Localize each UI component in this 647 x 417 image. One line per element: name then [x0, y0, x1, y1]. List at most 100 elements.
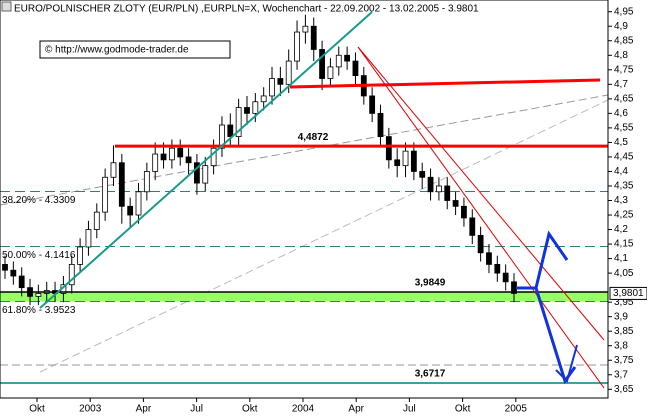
y-tick-label: 4,6	[614, 108, 628, 119]
candle-body	[377, 112, 384, 138]
candle-body	[118, 162, 125, 207]
trend-line	[0, 94, 609, 206]
candle-body	[302, 25, 309, 33]
y-tick-label: 4,4	[614, 166, 628, 177]
x-tick-label: 2003	[79, 404, 102, 415]
x-tick-label: 2005	[505, 404, 528, 415]
y-tick-label: 4,3	[614, 195, 628, 206]
x-tick-label: Apr	[348, 404, 364, 415]
candle-body	[344, 54, 351, 62]
candle-body	[494, 263, 501, 274]
candle-body	[110, 162, 117, 178]
candle-body	[410, 150, 417, 172]
y-tick-label: 3,75	[614, 355, 634, 366]
candle-body	[444, 185, 451, 201]
candle-body	[85, 229, 92, 248]
candle-body	[143, 171, 150, 193]
y-tick-label: 4,2	[614, 224, 628, 235]
y-tick-label: 3,65	[614, 384, 634, 395]
y-tick-label: 3,8	[614, 340, 628, 351]
candle-body	[461, 205, 467, 219]
y-tick-label: 4,25	[614, 210, 634, 221]
x-tick-label: Okt	[29, 404, 45, 415]
support-zone	[0, 292, 608, 302]
y-tick-label: 4,5	[614, 137, 628, 148]
candle-body	[219, 124, 225, 149]
candle-body	[436, 185, 442, 193]
fib-label: 50.00% - 4.1416	[2, 250, 76, 261]
projection-arrow	[534, 287, 577, 385]
x-tick-label: Jul	[190, 404, 203, 415]
candle-body	[168, 147, 175, 161]
candle-body	[427, 176, 434, 193]
candle-body	[385, 136, 392, 161]
y-tick-label: 4,05	[614, 268, 634, 279]
candle-body	[18, 275, 25, 289]
candle-body	[369, 95, 376, 114]
annotations-under: 38.20% - 4.3309 50.00% - 4.1416 61.80% - 3…	[0, 94, 609, 373]
x-tick-label: 2004	[292, 404, 315, 415]
candle-body	[327, 66, 334, 79]
candle-body	[469, 217, 476, 236]
candle-body	[477, 234, 484, 254]
copyright-box	[39, 40, 231, 59]
candle-body	[227, 124, 234, 138]
level-label: 3,9849	[415, 278, 446, 289]
trend-line	[39, 99, 609, 373]
y-tick-label: 4,1	[614, 253, 628, 264]
fib-label: 61.80% - 3.9523	[2, 305, 76, 316]
resistance-line	[289, 78, 601, 89]
y-tick-label: 3,85	[614, 326, 634, 337]
candle-body	[185, 156, 192, 164]
candle-body	[160, 153, 167, 161]
y-tick-label: 4,65	[614, 93, 634, 104]
candle-body	[35, 293, 42, 297]
y-tick-label: 3,95	[614, 297, 634, 308]
candle-body	[210, 147, 217, 167]
candle-body	[452, 200, 459, 207]
window-icon	[1, 1, 12, 12]
candle-body	[244, 107, 250, 114]
projection-arrow	[516, 230, 569, 290]
x-tick-label: Jul	[403, 404, 416, 415]
x-tick-label: Apr	[136, 404, 152, 415]
candle-body	[102, 176, 109, 213]
candle-body	[2, 263, 8, 271]
y-tick-label: 4,95	[614, 6, 634, 17]
last-price-label: 3,9801	[613, 288, 644, 299]
y-tick-label: 4,9	[614, 21, 628, 32]
candle-body	[93, 211, 100, 230]
candle-body	[135, 191, 142, 216]
y-tick-label: 4,15	[614, 239, 634, 250]
candle-body	[127, 205, 134, 216]
y-tick-label: 4,85	[614, 35, 634, 46]
projection-arrow	[555, 344, 578, 383]
candle-body	[294, 31, 300, 62]
x-tick-label: Okt	[455, 404, 471, 415]
candle-body	[68, 263, 75, 286]
x-tick-label: Okt	[242, 404, 258, 415]
y-tick-label: 3,7	[614, 369, 628, 380]
candle-body	[202, 165, 209, 184]
chart-title: EURO/POLNISCHER ZLOTY (EUR/PLN) ,EURPLN=…	[14, 4, 479, 15]
plot: 4,4872 3,9849 3,6717	[0, 14, 608, 384]
candle-body	[77, 246, 83, 265]
candle-body	[335, 54, 342, 68]
candle-body	[502, 272, 509, 283]
copyright: © http://www.godmode-trader.de	[45, 45, 189, 56]
trend-line	[39, 11, 373, 309]
y-tick-label: 4,7	[614, 79, 628, 90]
candle-body	[194, 162, 200, 184]
y-tick-label: 4,45	[614, 152, 634, 163]
level-label: 3,6717	[415, 369, 446, 380]
candle-body	[352, 60, 359, 77]
candle-body	[252, 101, 259, 114]
candle-body	[277, 78, 284, 85]
candle-body	[419, 171, 426, 178]
y-tick-label: 4,8	[614, 50, 628, 61]
candle-body	[10, 269, 17, 277]
candle-body	[310, 25, 317, 50]
fib-label: 38.20% - 4.3309	[2, 195, 76, 206]
candle-body	[285, 60, 292, 85]
